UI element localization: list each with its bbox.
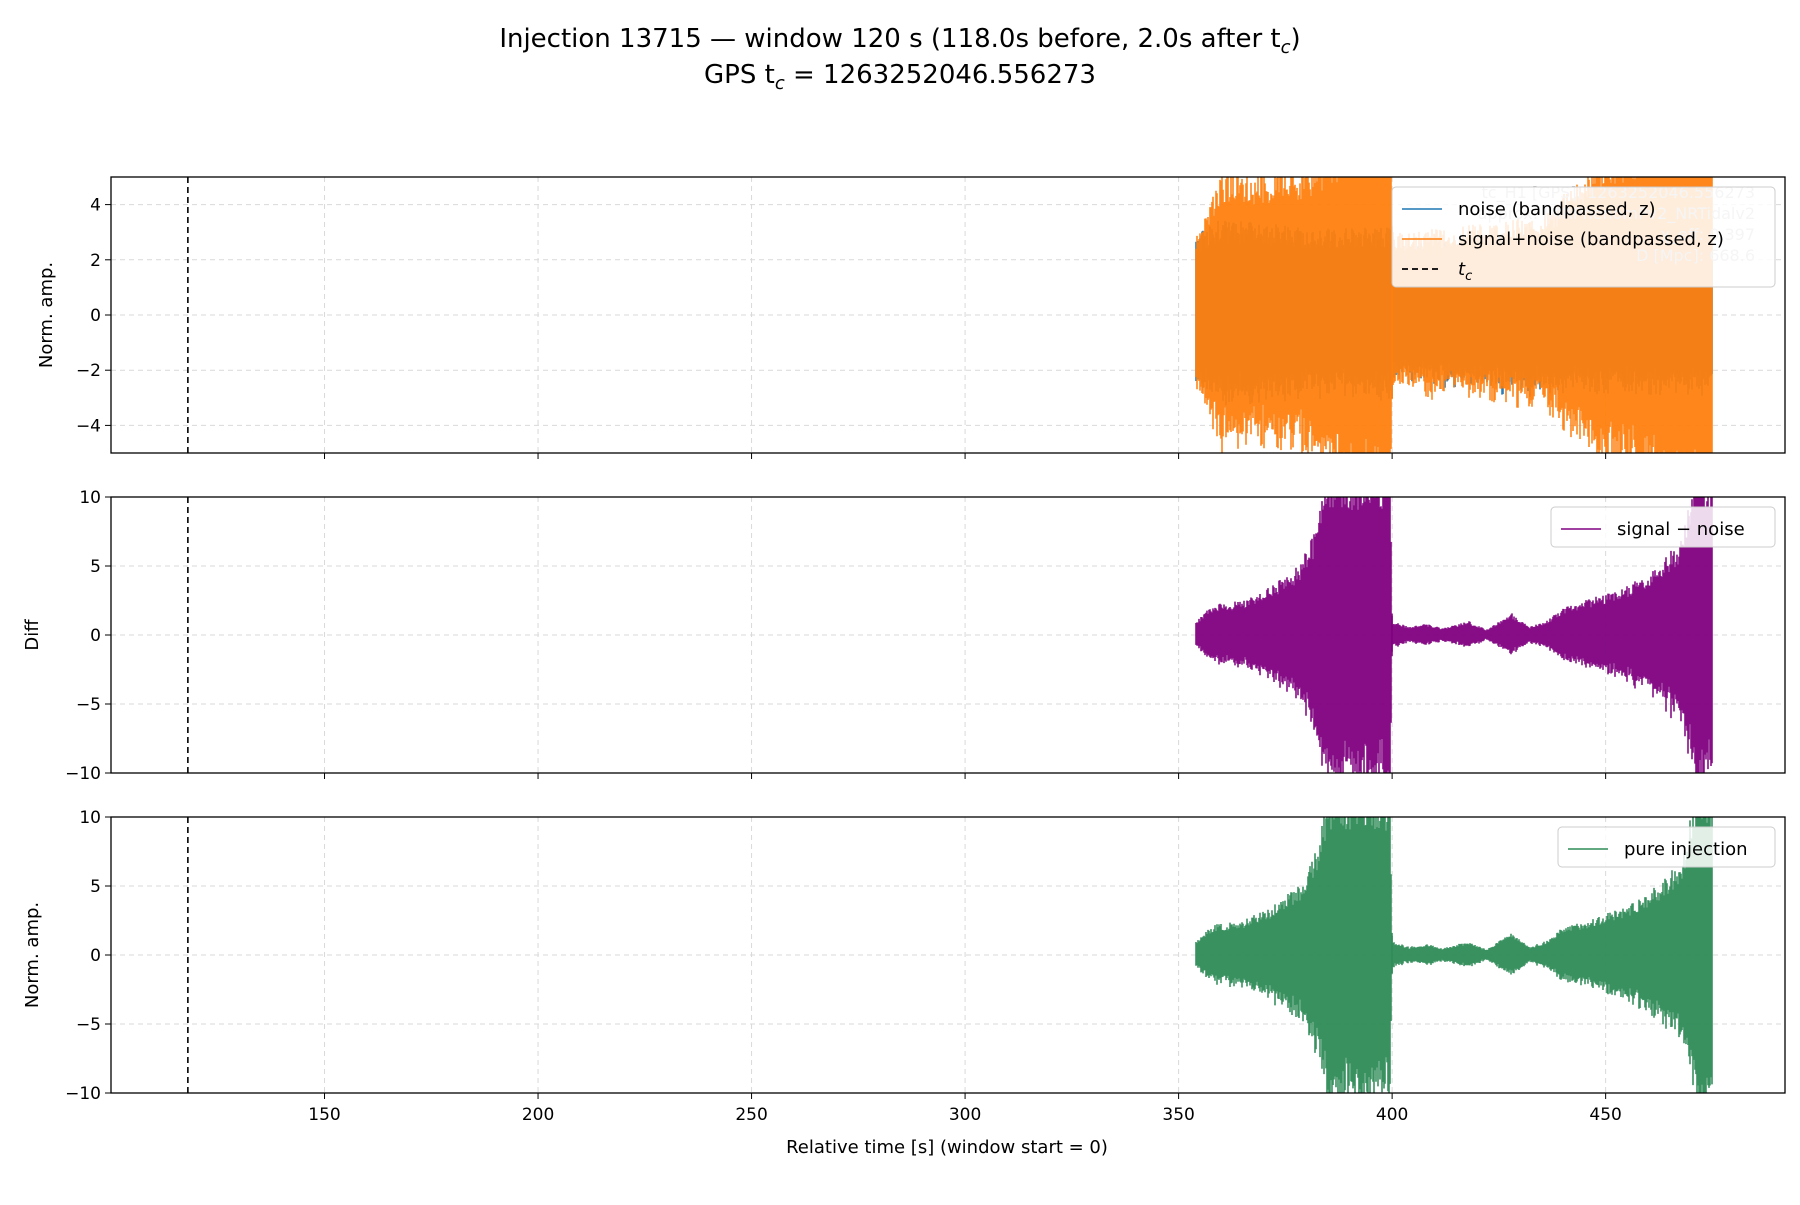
x-tick-label: 450 [1589,1105,1621,1125]
x-tick-label: 200 [522,1105,554,1125]
y-tick-label: −10 [65,1084,101,1104]
legend-label: pure injection [1624,839,1748,860]
y-tick-label: −2 [76,361,101,381]
y-tick-label: 4 [90,196,101,216]
chart-title-line1-text: Injection 13715 — window 120 s (118.0s b… [499,24,1280,54]
y-tick-label: 5 [90,557,101,577]
chart-title-line2-prefix: GPS t [704,60,775,90]
x-axis-label: Relative time [s] (window start = 0) [786,1137,1108,1158]
y-tick-label: −5 [76,695,101,715]
legend-label: noise (bandpassed, z) [1458,199,1656,220]
panel-plot-area [1195,177,1713,453]
y-tick-label: 10 [79,808,101,828]
legend-label: signal+noise (bandpassed, z) [1458,229,1724,250]
y-axis-label: Norm. amp. [22,902,43,1008]
x-tick-label: 400 [1376,1105,1408,1125]
legend-label: signal − noise [1617,519,1745,540]
y-tick-label: 0 [90,946,101,966]
y-tick-label: 0 [90,306,101,326]
chart-title-line2-value: = 1263252046.556273 [785,60,1096,90]
series-line [1195,497,1393,773]
series-line [1195,177,1393,453]
legend-label: tc [1458,259,1472,284]
y-tick-label: 0 [90,626,101,646]
legend-box [1550,506,1776,548]
series-line [1391,177,1713,453]
panel-plot-area [1195,497,1713,773]
legend-label-main: t [1458,259,1466,280]
chart-title-line2-sub: c [775,73,785,94]
y-tick-label: −10 [65,764,101,784]
x-tick-label: 250 [735,1105,767,1125]
series-line [1391,817,1713,1093]
y-axis-label: Norm. amp. [36,262,57,368]
panel-plot-area [1195,817,1713,1093]
x-tick-label: 150 [308,1105,340,1125]
series-line [1391,497,1713,773]
series-line [1195,817,1393,1093]
legend-box [1391,186,1776,288]
panel-3: −10 −5 0 5 10 150 200 250 300 350 400 450 Norm. amp.… [22,808,1786,1125]
legend-label-sub: c [1465,269,1472,284]
y-tick-label: −4 [76,416,101,436]
chart-title-line2: GPS tc = 1263252046.556273 [704,60,1096,94]
y-tick-label: −5 [76,1015,101,1035]
y-axis-label: Diff [22,619,43,651]
legend-box [1557,826,1776,868]
panel-2: −10 −5 0 5 10 Diff signal − noise [22,488,1786,784]
x-tick-label: 300 [949,1105,981,1125]
chart-title-line1: Injection 13715 — window 120 s (118.0s b… [499,24,1300,58]
y-tick-label: 2 [90,251,101,271]
x-tick-label: 350 [1162,1105,1194,1125]
chart-title-line1-end: ) [1291,24,1301,54]
chart-title-line1-sub: c [1281,37,1291,58]
y-tick-label: 5 [90,877,101,897]
y-tick-label: 10 [79,488,101,508]
